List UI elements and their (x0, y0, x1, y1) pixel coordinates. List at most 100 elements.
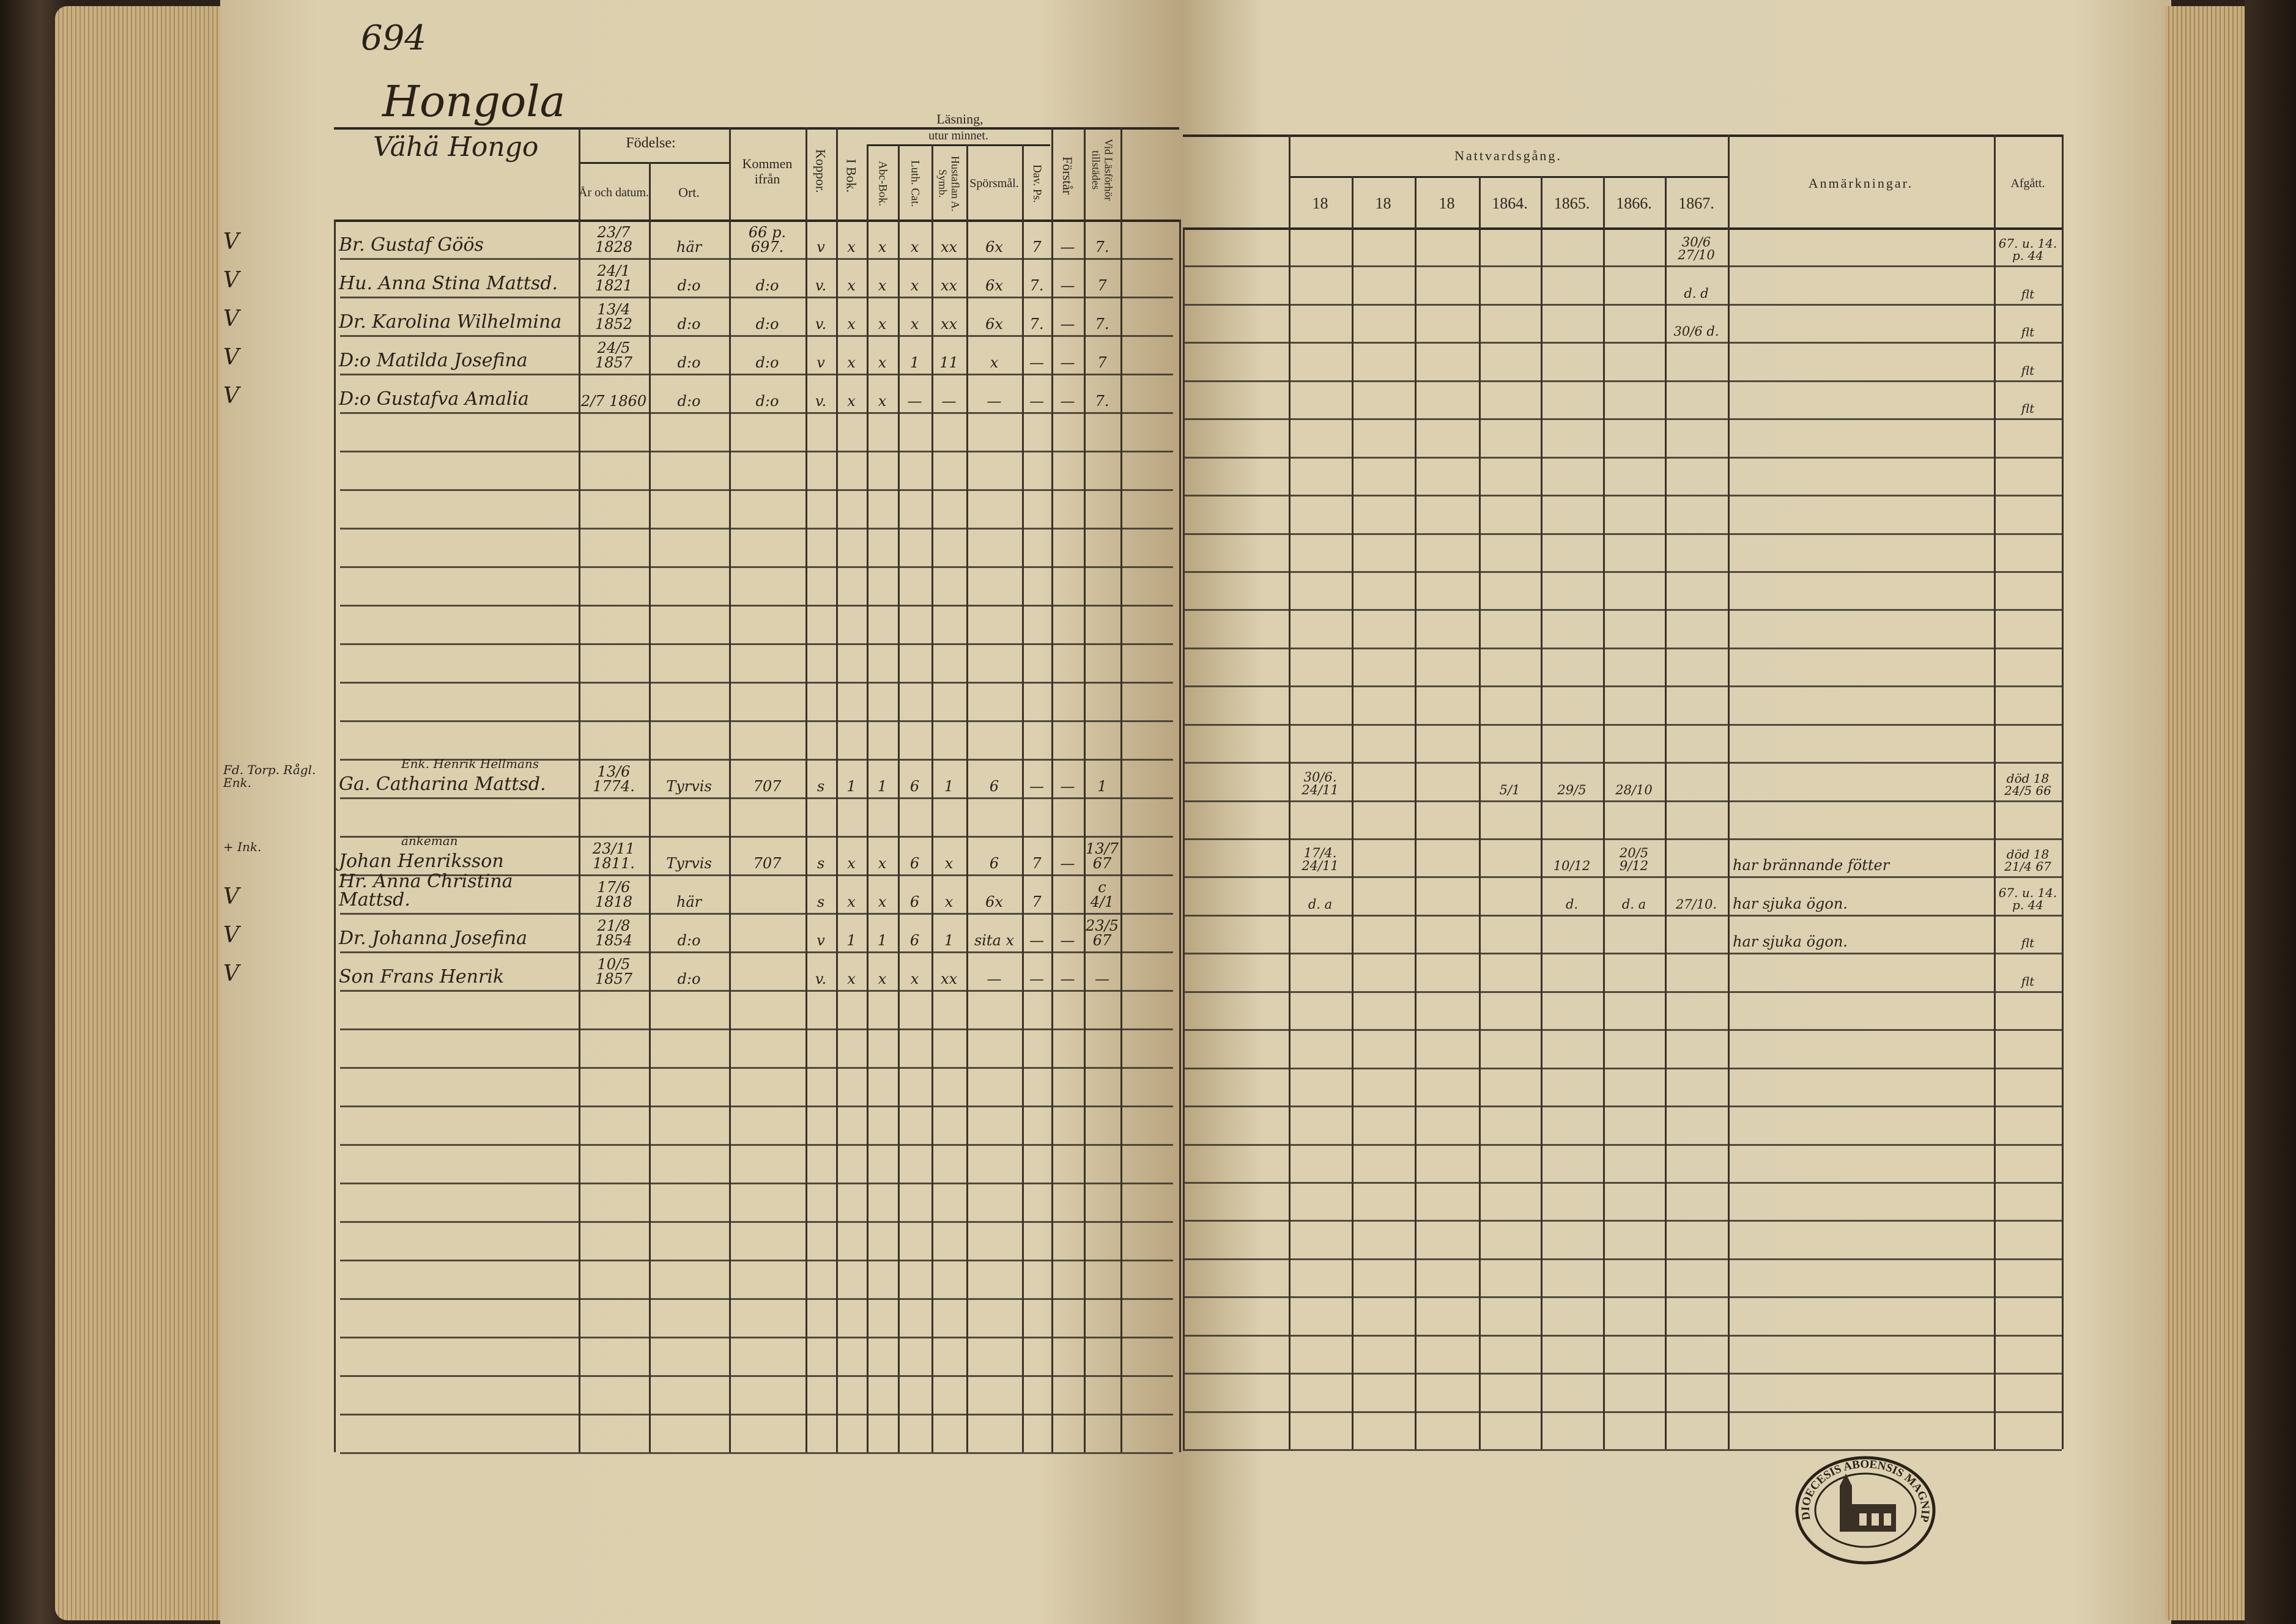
row-rule (1183, 1105, 2062, 1108)
column-rule (1541, 176, 1542, 1449)
header-year: 1867. (1678, 194, 1714, 212)
row-rule (340, 682, 1173, 684)
cell-nattvard (1352, 227, 1415, 265)
header-kommen: Kommen ifrån (742, 155, 793, 186)
cell-date: 24/1 1821 (594, 262, 633, 294)
row-rule (340, 1337, 1173, 1338)
cell-nattvard: 30/6 27/10 (1678, 235, 1715, 263)
cell-place: d:o (677, 277, 701, 294)
cell-place: d:o (677, 970, 701, 987)
row-rule (340, 913, 1173, 915)
row-rule (340, 297, 1173, 298)
header-hust: Hustaflan A. Symb. (936, 155, 962, 212)
cell-dav: 7 (1032, 238, 1042, 256)
row-rule (340, 643, 1173, 645)
cell-nattvard (1479, 265, 1541, 303)
column-rule (1415, 176, 1416, 1449)
cell-ibok: x (847, 316, 856, 333)
cell-name: Johan Henriksson (339, 851, 504, 872)
cell-dav: — (1029, 778, 1044, 795)
cell-from: d:o (755, 393, 779, 410)
row-rule (1183, 647, 2062, 649)
page-number: 694 (361, 18, 426, 58)
cell-date: 2/7 1860 (580, 393, 647, 410)
cell-dav: 7. (1029, 316, 1044, 333)
cell-forstar: — (1060, 354, 1075, 371)
cell-vid: 7. (1095, 316, 1109, 333)
cell-abc: x (878, 393, 887, 410)
header-year: 18 (1375, 194, 1391, 212)
minnet-rule (867, 144, 1050, 146)
row-rule (340, 412, 1173, 414)
column-rule (805, 127, 807, 1452)
cell-name: Ga. Catharina Mattsd. (339, 773, 546, 795)
column-rule (2062, 135, 2064, 1449)
cell-hust: xx (940, 316, 958, 333)
cell-nattvard (1415, 380, 1479, 418)
cell-from (729, 951, 805, 990)
row-rule (340, 1414, 1173, 1415)
row-rule (340, 1298, 1173, 1300)
cell-vid: 7 (1097, 354, 1107, 371)
cell-nattvard (1415, 915, 1479, 953)
column-rule (1603, 176, 1605, 1449)
cell-spors: 6x (985, 277, 1003, 294)
cell-spors: x (990, 354, 999, 371)
cell-from: d:o (755, 316, 779, 333)
cell-nattvard (1289, 342, 1352, 380)
name-annotation: Enk. Henrik Hellmans (401, 756, 539, 771)
row-mark: V (223, 884, 239, 909)
cell-abc: x (878, 970, 887, 987)
cell-nattvard (1479, 380, 1541, 418)
cell-nattvard (1415, 838, 1479, 876)
cell-luth: 6 (909, 855, 920, 872)
cell-dav: — (1029, 354, 1044, 371)
cell-dav: 7. (1029, 277, 1044, 294)
cell-forstar: — (1060, 855, 1075, 872)
header-ar: År och datum. (579, 185, 649, 199)
column-rule (1179, 220, 1181, 1452)
cell-spors: 6 (989, 855, 999, 872)
row-rule (1183, 762, 2062, 764)
row-rule (1183, 1373, 2062, 1375)
row-rule (340, 1183, 1173, 1184)
cell-nattvard (1665, 838, 1728, 876)
cell-forstar (1051, 874, 1084, 913)
cell-nattvard (1415, 762, 1479, 800)
row-mark: V (223, 383, 239, 408)
cell-koppor: v. (815, 316, 827, 333)
header-afgatt: Afgått. (2010, 176, 2045, 190)
row-rule (340, 1105, 1173, 1107)
header-lasning: Läsning, (936, 111, 983, 127)
cell-abc: x (878, 855, 887, 872)
cell-from: 66 p. 697. (748, 224, 787, 256)
row-rule (1183, 991, 2062, 993)
column-rule (1051, 127, 1053, 1452)
cell-nattvard: 27/10. (1675, 896, 1717, 912)
cell-spors: — (987, 393, 1002, 410)
cell-nattvard (1479, 342, 1541, 380)
header-bottom-rule (334, 220, 1179, 222)
cell-hust: x (944, 893, 954, 910)
cell-nattvard (1352, 342, 1415, 380)
church-icon: DIOECESIS ABOENSIS MAGNIP. FINL. (1788, 1442, 1936, 1565)
row-rule (1183, 418, 2062, 421)
cell-nattvard (1289, 304, 1352, 342)
row-rule (340, 1067, 1173, 1069)
column-rule (649, 162, 651, 1452)
cell-nattvard (1479, 304, 1541, 342)
cell-name: Son Frans Henrik (339, 966, 505, 987)
cell-from: 707 (753, 855, 782, 872)
cell-nattvard: d. (1565, 896, 1579, 912)
fodelse-rule (579, 162, 729, 164)
cell-vid: c 4/1 (1090, 879, 1114, 910)
cell-koppor: s (817, 893, 825, 910)
cell-nattvard: d. a (1621, 896, 1646, 912)
cell-anmarkning (1728, 227, 1994, 265)
cell-date: 10/5 1857 (594, 956, 633, 987)
row-rule (1183, 1411, 2062, 1413)
row-rule (340, 720, 1173, 722)
cell-luth: 1 (909, 354, 920, 371)
cell-nattvard (1479, 876, 1541, 914)
column-rule (836, 127, 838, 1452)
